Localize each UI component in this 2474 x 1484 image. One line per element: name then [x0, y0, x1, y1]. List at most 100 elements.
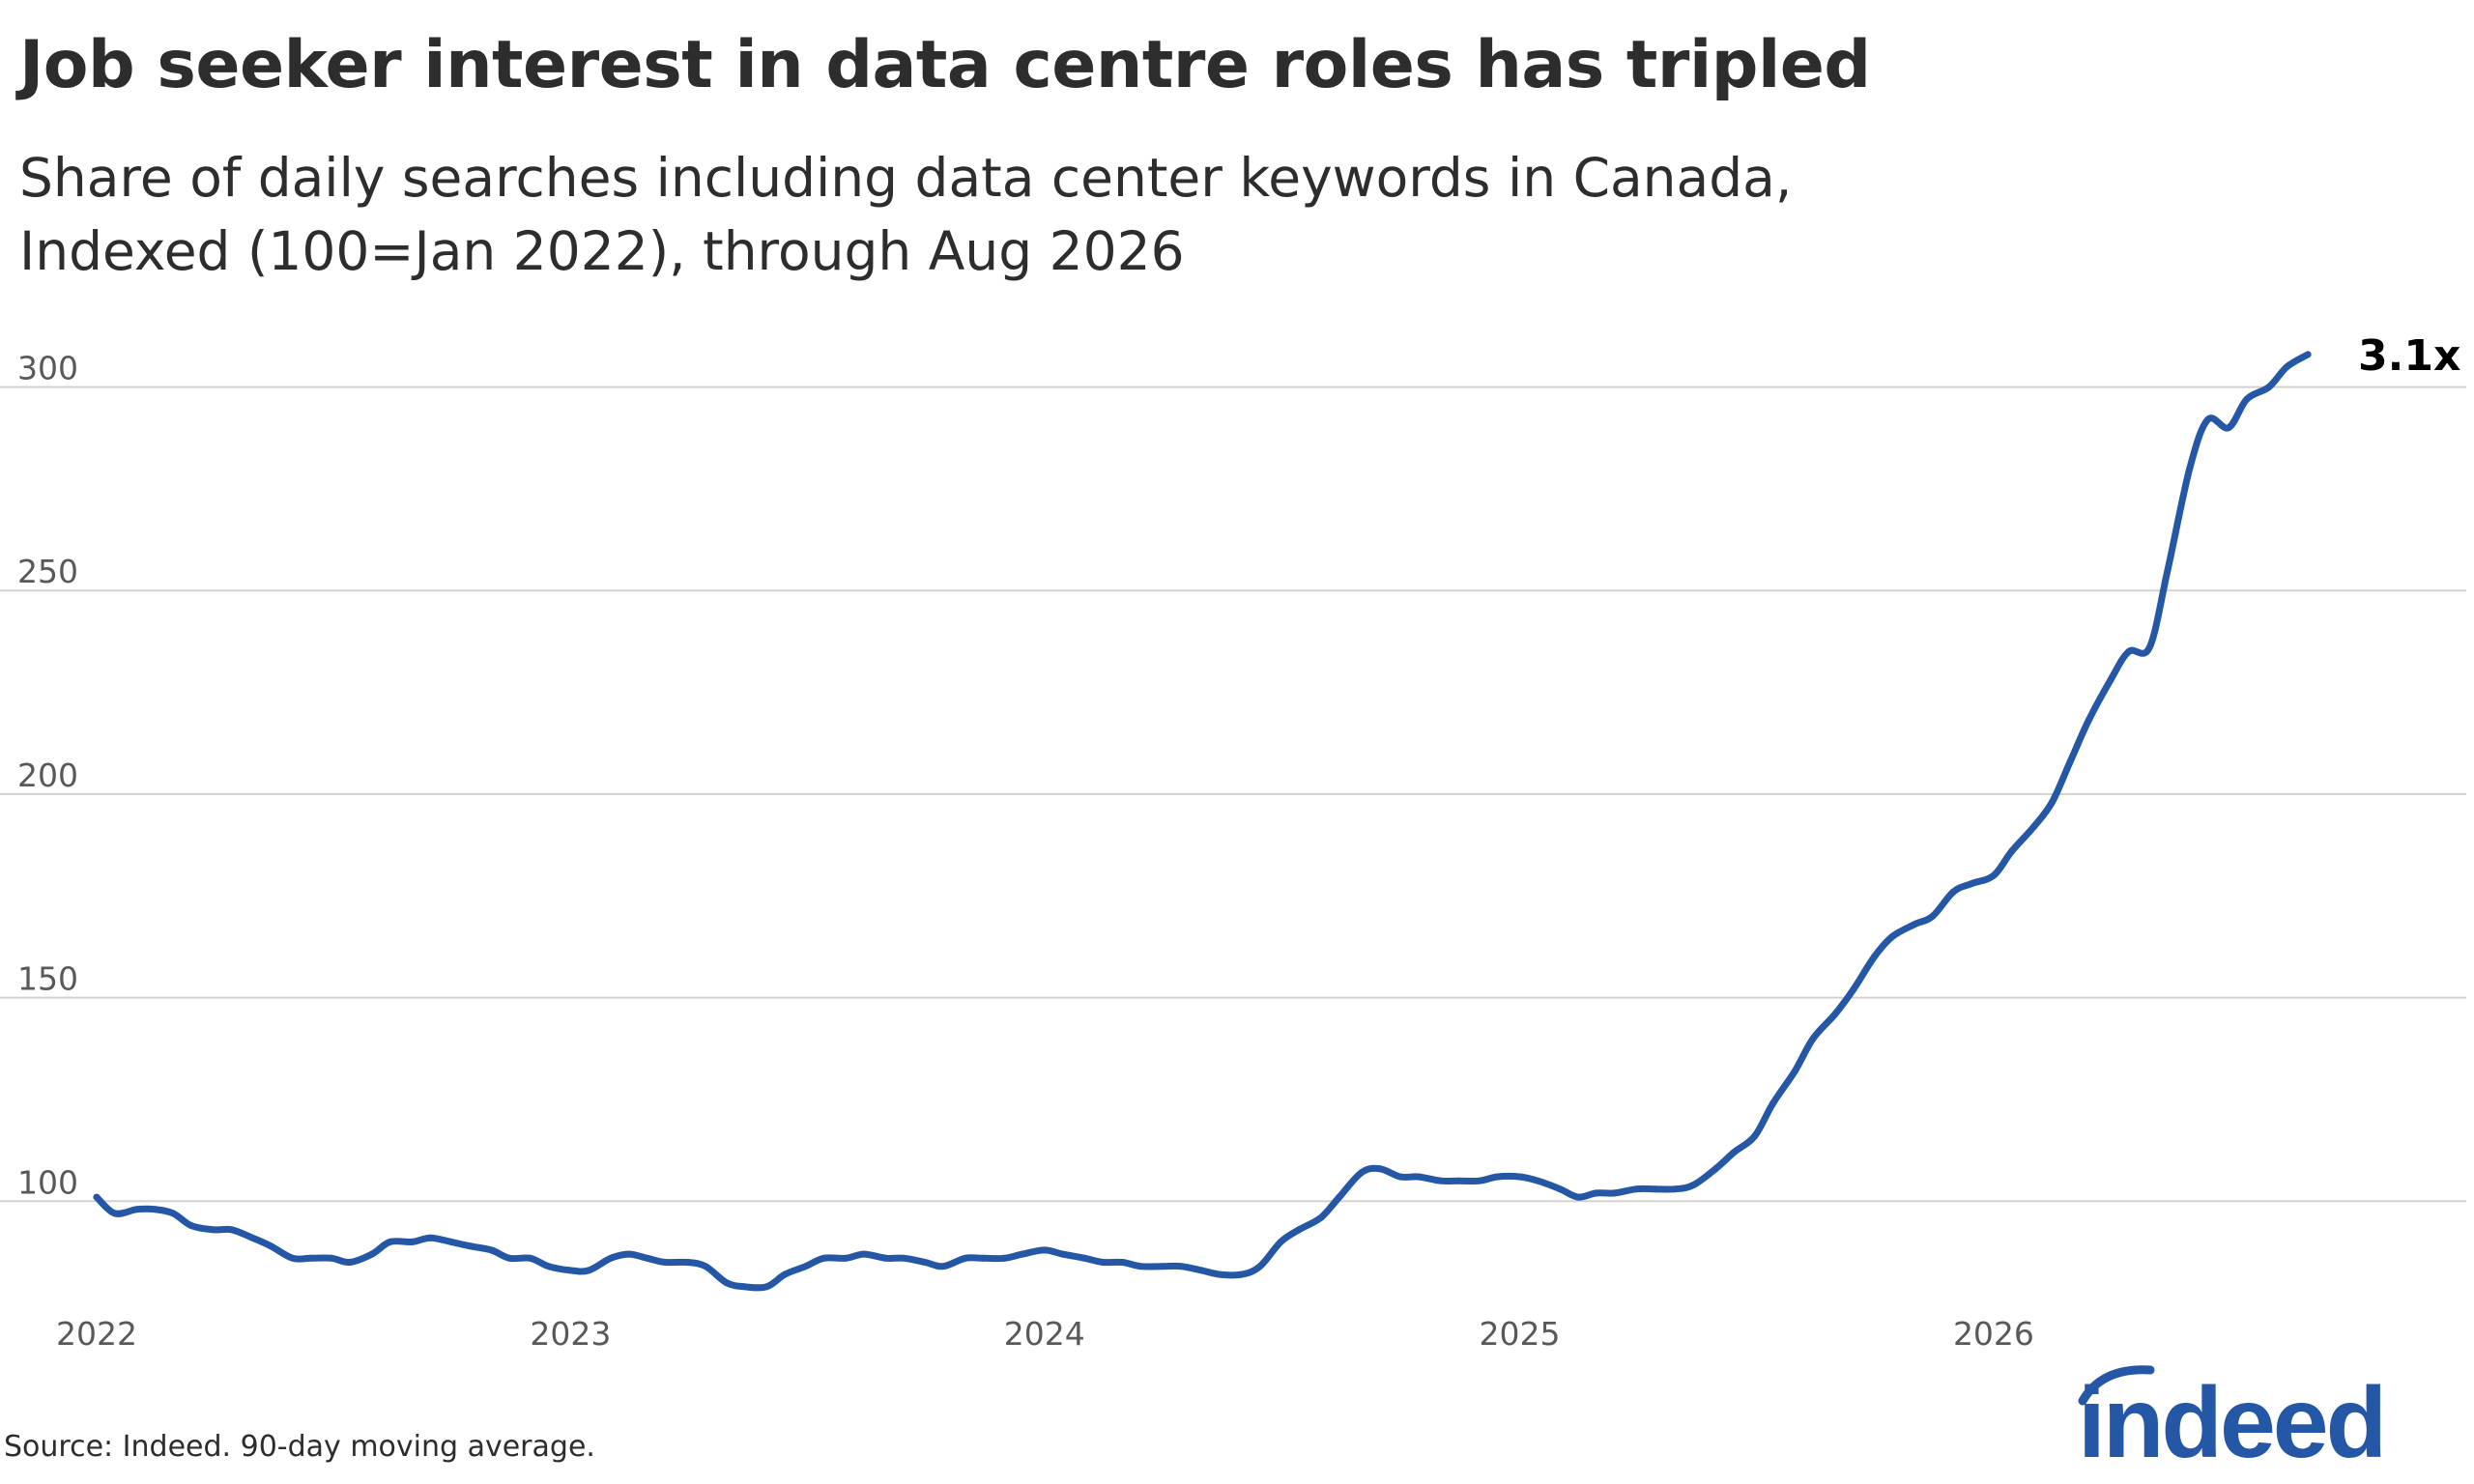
data-point	[1375, 1165, 1383, 1173]
data-point	[1556, 1185, 1564, 1193]
logo-swoosh	[2078, 1365, 2155, 1406]
data-point	[1968, 880, 1975, 888]
data-point	[2225, 424, 2232, 432]
data-point	[962, 1254, 969, 1262]
data-point	[289, 1254, 297, 1262]
data-point	[1494, 1173, 1502, 1181]
data-point	[487, 1246, 495, 1254]
data-point	[1317, 1213, 1325, 1221]
data-point	[447, 1238, 455, 1245]
data-point	[2265, 384, 2273, 391]
data-point	[545, 1263, 553, 1270]
subtitle-line-2: Indexed (100=Jan 2022), through Aug 2026	[19, 220, 1185, 282]
data-point	[901, 1254, 908, 1262]
data-point	[307, 1254, 315, 1262]
series-line-0	[93, 351, 2312, 1292]
data-point	[1059, 1250, 1067, 1258]
data-point	[1336, 1193, 1343, 1201]
data-point	[1712, 1165, 1719, 1173]
data-point	[1159, 1263, 1166, 1270]
data-point	[1099, 1259, 1107, 1266]
data-point	[2145, 643, 2153, 651]
data-point	[1295, 1226, 1303, 1234]
data-point	[1177, 1263, 1185, 1270]
annotation-label: 3.1x	[2358, 331, 2460, 381]
data-point	[426, 1234, 434, 1241]
data-point	[1751, 1132, 1759, 1140]
data-point	[566, 1267, 574, 1274]
data-point	[1730, 1149, 1738, 1156]
data-point	[1534, 1177, 1541, 1184]
gridlines	[0, 385, 2466, 1203]
data-point	[802, 1263, 810, 1270]
data-point	[1611, 1189, 1619, 1197]
data-point	[1476, 1177, 1483, 1184]
data-point	[2048, 798, 2056, 806]
data-point	[248, 1234, 256, 1241]
data-point	[2066, 757, 2074, 765]
data-point	[939, 1263, 947, 1270]
data-point	[2164, 566, 2172, 574]
data-point	[1651, 1185, 1658, 1193]
data-point	[1081, 1254, 1088, 1262]
data-point	[152, 1206, 158, 1213]
data-point	[1809, 1035, 1817, 1042]
data-point	[2030, 823, 2038, 831]
data-point	[921, 1259, 929, 1266]
data-point	[2204, 415, 2212, 423]
data-point	[1136, 1263, 1144, 1270]
data-point	[133, 1206, 141, 1213]
source-note: Source: Indeed. 90-day moving average.	[4, 1430, 595, 1464]
data-point	[1197, 1267, 1205, 1274]
data-point	[1791, 1068, 1798, 1074]
y-tick-label-300: 300	[17, 350, 78, 387]
data-point	[2186, 465, 2194, 472]
data-point	[860, 1250, 868, 1258]
y-tick-label-100: 100	[17, 1163, 78, 1201]
data-point	[527, 1254, 534, 1262]
data-point	[1118, 1259, 1126, 1266]
data-point	[2125, 648, 2133, 655]
data-point	[1216, 1270, 1223, 1278]
data-point	[328, 1254, 335, 1262]
data-point	[1277, 1238, 1284, 1245]
data-point	[1990, 871, 1998, 879]
data-point	[1831, 1011, 1839, 1017]
data-point	[1516, 1173, 1523, 1181]
x-tick-label-2022: 2022	[56, 1315, 137, 1353]
y-tick-label-250: 250	[17, 553, 78, 590]
data-point	[346, 1259, 354, 1266]
data-point	[1358, 1169, 1366, 1177]
data-point	[2107, 676, 2114, 684]
data-point	[111, 1210, 119, 1217]
data-point	[882, 1254, 890, 1262]
data-point	[1396, 1173, 1404, 1181]
data-point	[267, 1242, 274, 1250]
data-point	[1415, 1173, 1423, 1181]
data-point	[2304, 351, 2312, 358]
x-tick-label-2023: 2023	[530, 1315, 611, 1353]
data-point	[1593, 1189, 1600, 1197]
data-point	[644, 1254, 651, 1262]
subtitle-line-1: Share of daily searches including data c…	[19, 147, 1793, 209]
data-point	[1769, 1099, 1776, 1107]
data-point	[781, 1270, 789, 1278]
data-point	[409, 1238, 416, 1245]
chart-subtitle: Share of daily searches including data c…	[19, 141, 1792, 288]
data-point	[169, 1210, 177, 1217]
x-tick-label-2024: 2024	[1004, 1315, 1085, 1353]
data-point	[1041, 1246, 1049, 1254]
data-point	[1870, 954, 1878, 960]
data-point	[762, 1283, 770, 1291]
data-point	[585, 1267, 592, 1274]
data-point	[466, 1242, 474, 1250]
y-tick-label-200: 200	[17, 756, 78, 794]
data-point	[1019, 1250, 1026, 1258]
data-point	[625, 1250, 633, 1258]
x-tick-label-2026: 2026	[1953, 1315, 2034, 1353]
data-point	[1888, 932, 1896, 940]
x-axis-ticks: 2022 2023 2024 2025 2026	[56, 1315, 2034, 1353]
data-point	[2243, 395, 2251, 403]
data-point	[1238, 1270, 1246, 1278]
